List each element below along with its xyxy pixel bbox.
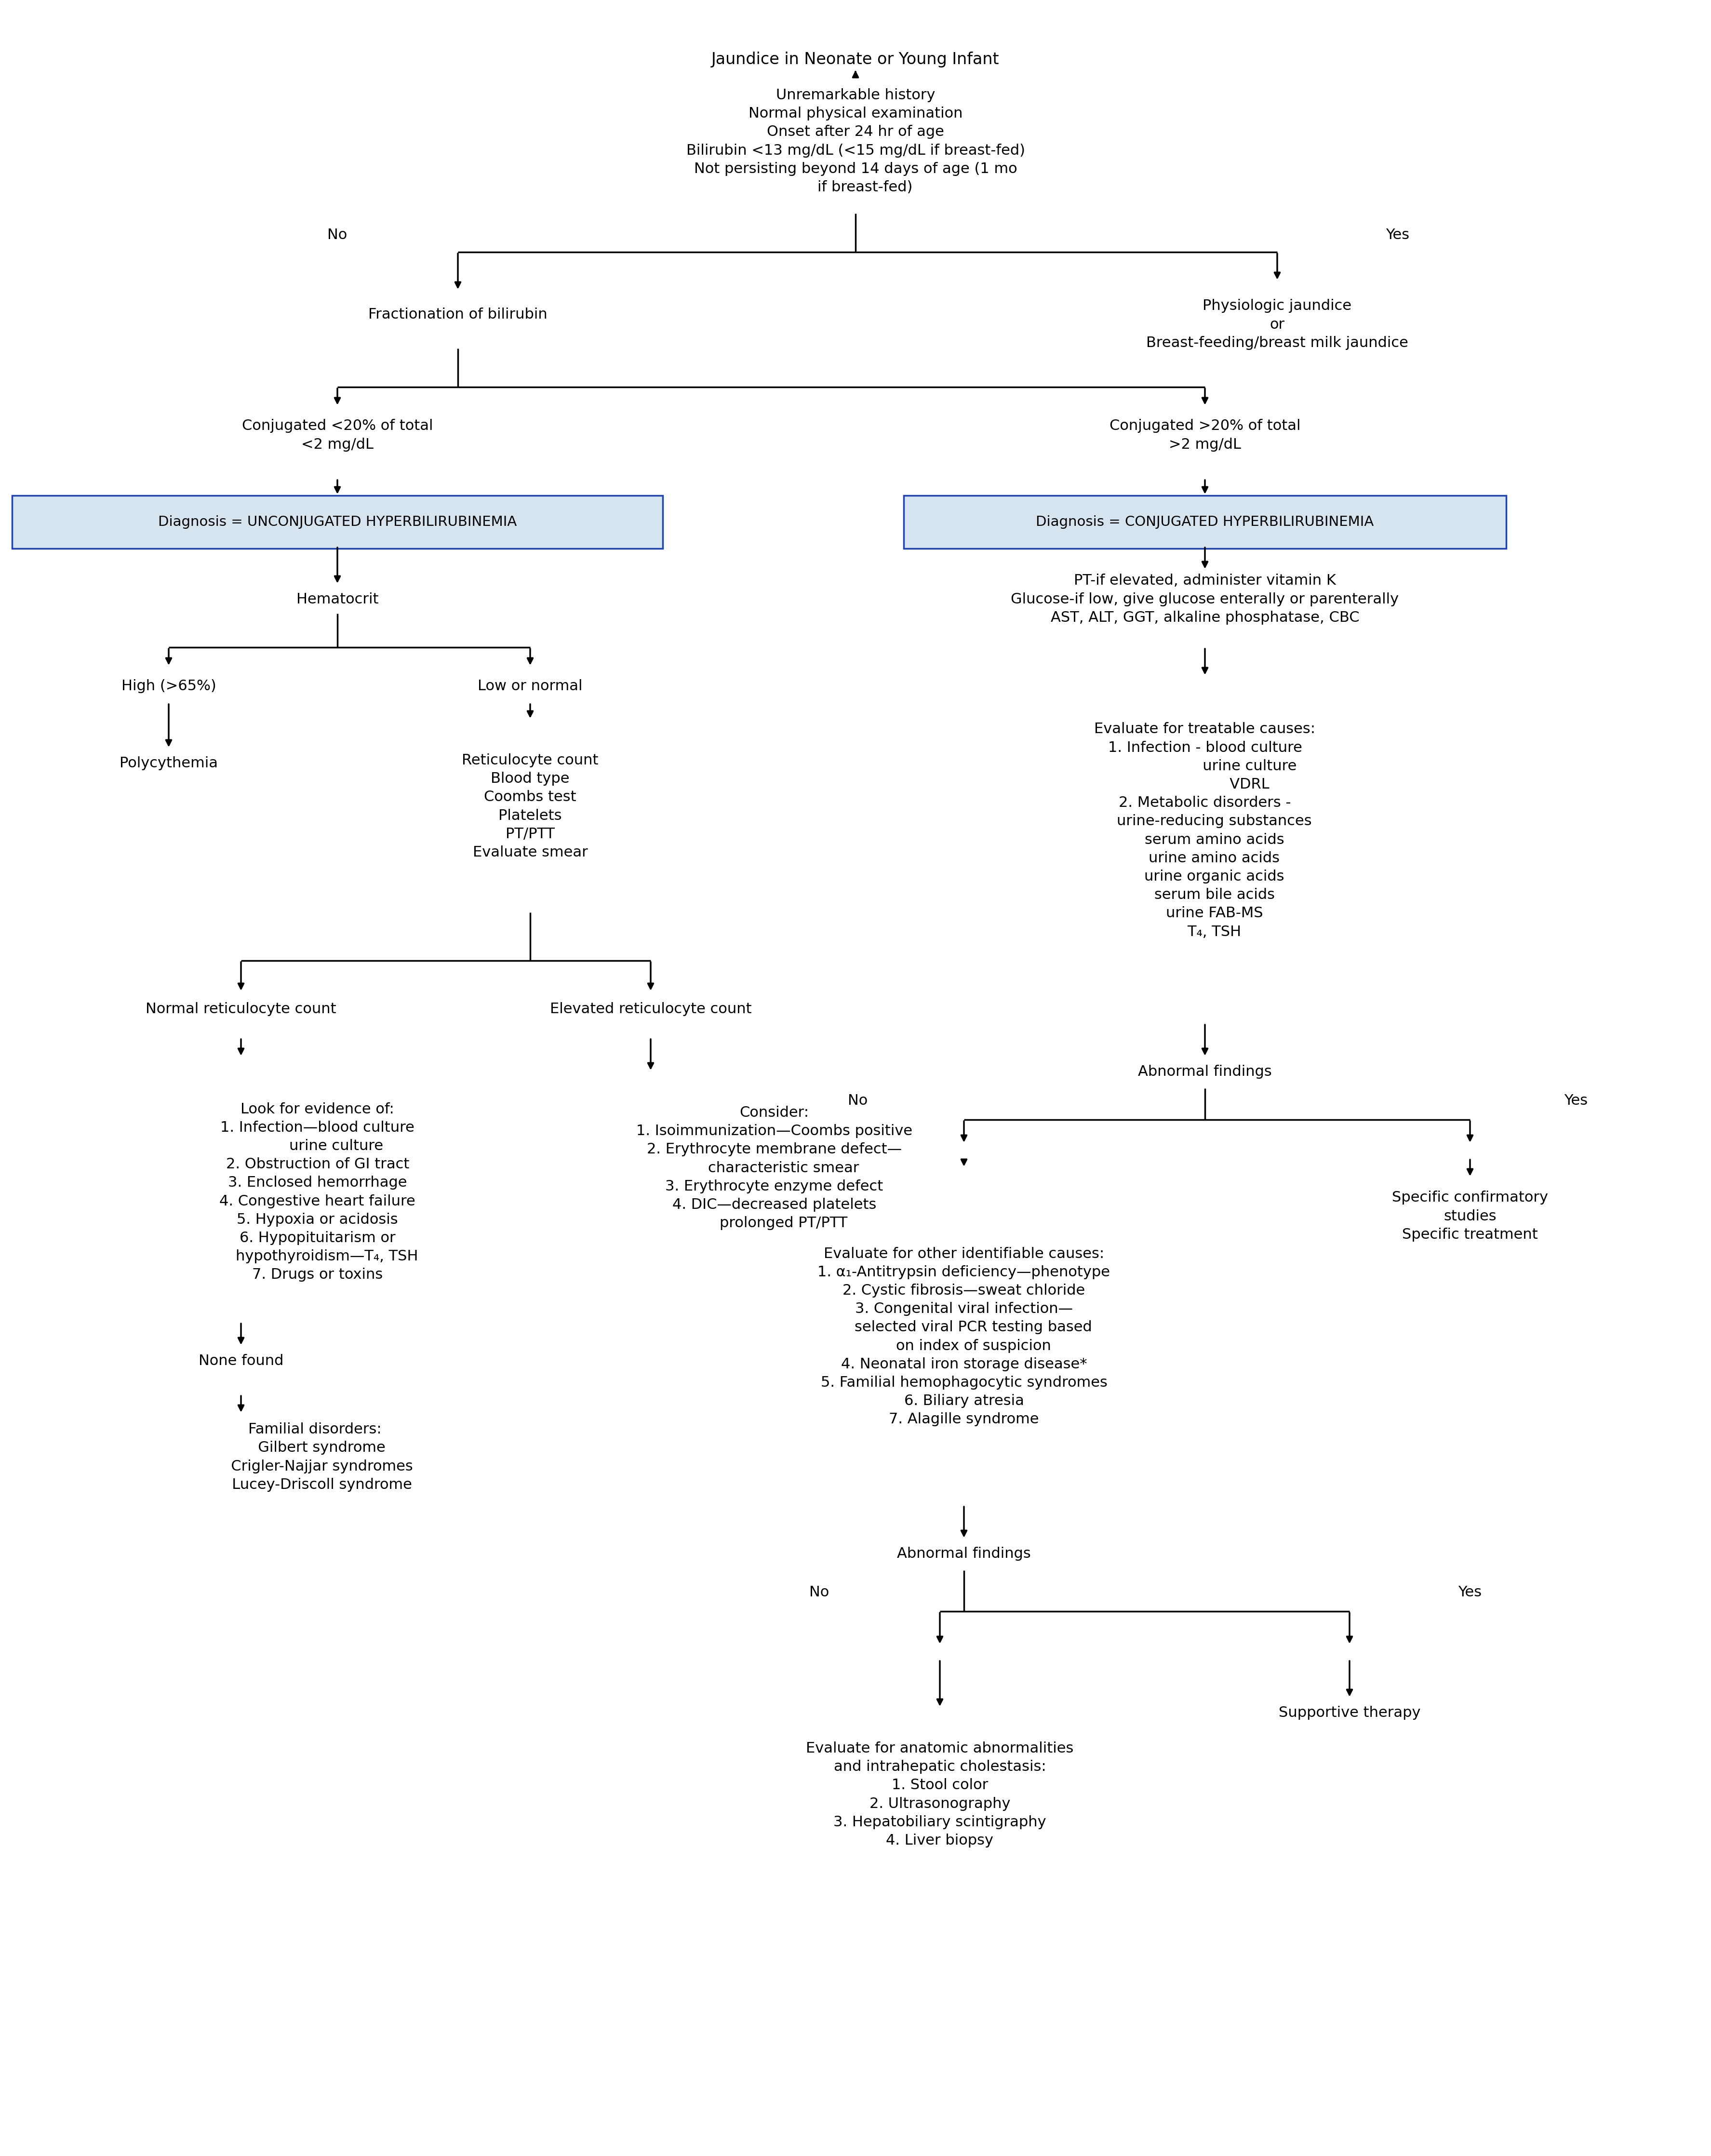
Text: Evaluate for other identifiable causes:
1. α₁-Antitrypsin deficiency—phenotype
2: Evaluate for other identifiable causes: … xyxy=(818,1246,1110,1427)
Text: Physiologic jaundice
or
Breast-feeding/breast milk jaundice: Physiologic jaundice or Breast-feeding/b… xyxy=(1146,300,1408,349)
Text: Familial disorders:
   Gilbert syndrome
   Crigler-Najjar syndromes
   Lucey-Dri: Familial disorders: Gilbert syndrome Cri… xyxy=(217,1423,412,1492)
Text: No: No xyxy=(809,1585,830,1600)
Text: Evaluate for treatable causes:
1. Infection - blood culture
                   u: Evaluate for treatable causes: 1. Infect… xyxy=(1095,722,1316,938)
Text: High (>65%): High (>65%) xyxy=(121,679,216,692)
Text: Conjugated <20% of total
<2 mg/dL: Conjugated <20% of total <2 mg/dL xyxy=(241,418,433,451)
Text: Jaundice in Neonate or Young Infant: Jaundice in Neonate or Young Infant xyxy=(712,52,999,67)
Text: Polycythemia: Polycythemia xyxy=(120,757,217,770)
Text: Yes: Yes xyxy=(1564,1093,1588,1108)
Text: Evaluate for anatomic abnormalities
and intrahepatic cholestasis:
1. Stool color: Evaluate for anatomic abnormalities and … xyxy=(806,1742,1075,1848)
Text: Look for evidence of:
1. Infection—blood culture
        urine culture
2. Obstru: Look for evidence of: 1. Infection—blood… xyxy=(217,1102,417,1283)
Text: Diagnosis = CONJUGATED HYPERBILIRUBINEMIA: Diagnosis = CONJUGATED HYPERBILIRUBINEMI… xyxy=(1035,515,1374,528)
Text: Diagnosis = UNCONJUGATED HYPERBILIRUBINEMIA: Diagnosis = UNCONJUGATED HYPERBILIRUBINE… xyxy=(157,515,517,528)
Text: No: No xyxy=(849,1093,867,1108)
Text: Conjugated >20% of total
>2 mg/dL: Conjugated >20% of total >2 mg/dL xyxy=(1109,418,1300,451)
Bar xyxy=(12,496,662,548)
Text: Reticulocyte count
Blood type
Coombs test
Platelets
PT/PTT
Evaluate smear: Reticulocyte count Blood type Coombs tes… xyxy=(462,752,599,860)
Text: Abnormal findings: Abnormal findings xyxy=(1138,1065,1271,1078)
Text: Consider:
1. Isoimmunization—Coombs positive
2. Erythrocyte membrane defect—
   : Consider: 1. Isoimmunization—Coombs posi… xyxy=(636,1106,912,1231)
Text: Unremarkable history
Normal physical examination
Onset after 24 hr of age
Biliru: Unremarkable history Normal physical exa… xyxy=(686,88,1025,194)
Text: No: No xyxy=(327,229,347,241)
Text: Elevated reticulocyte count: Elevated reticulocyte count xyxy=(549,1003,751,1015)
Text: Supportive therapy: Supportive therapy xyxy=(1278,1705,1420,1720)
Text: None found: None found xyxy=(198,1354,284,1367)
Text: Yes: Yes xyxy=(1386,229,1410,241)
Text: Specific confirmatory
studies
Specific treatment: Specific confirmatory studies Specific t… xyxy=(1393,1190,1548,1242)
Text: Hematocrit: Hematocrit xyxy=(296,593,378,606)
Text: Low or normal: Low or normal xyxy=(477,679,582,692)
Text: Abnormal findings: Abnormal findings xyxy=(897,1546,1030,1561)
Text: PT-if elevated, administer vitamin K
Glucose-if low, give glucose enterally or p: PT-if elevated, administer vitamin K Glu… xyxy=(1011,573,1400,625)
Text: Normal reticulocyte count: Normal reticulocyte count xyxy=(145,1003,337,1015)
Bar xyxy=(903,496,1506,548)
Text: Fractionation of bilirubin: Fractionation of bilirubin xyxy=(368,308,548,321)
Text: Yes: Yes xyxy=(1458,1585,1482,1600)
